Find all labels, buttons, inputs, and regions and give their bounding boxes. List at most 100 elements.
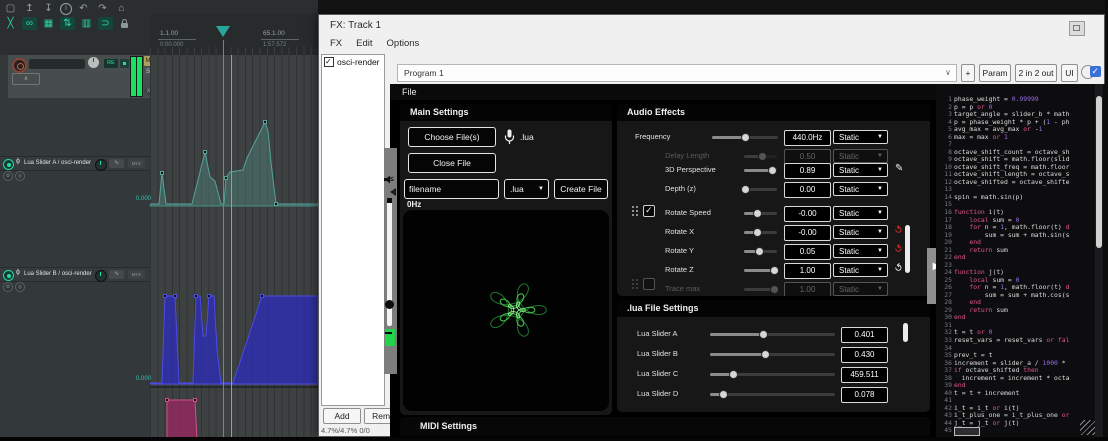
lock-icon[interactable] <box>117 17 132 30</box>
lane-knob[interactable] <box>95 269 107 282</box>
project-settings-icon[interactable]: i <box>60 3 72 15</box>
lua-slider[interactable] <box>710 330 835 339</box>
menu-file[interactable]: File <box>402 87 417 97</box>
param-button[interactable]: Param <box>979 64 1011 82</box>
power-icon[interactable]: ϕ <box>16 158 20 165</box>
lua-slider[interactable] <box>710 350 835 359</box>
lane-record-icon[interactable] <box>3 159 14 170</box>
slider-thumb[interactable] <box>718 390 728 399</box>
envelope-lane-header[interactable]: ϕ Lua Slider B / osci-render ∿ MIX <box>0 267 150 282</box>
slider-thumb[interactable] <box>761 350 770 359</box>
envelope-lane-a[interactable] <box>150 120 318 207</box>
code-line[interactable]: 43 i_t_plus_one = i_t_plus_one or <box>936 412 1069 420</box>
extension-dropdown[interactable]: .lua ▼ <box>504 179 549 199</box>
slider-thumb[interactable] <box>740 185 750 194</box>
record-mode-badge[interactable]: RE <box>104 59 118 68</box>
effect-mode-dropdown[interactable]: Static ▼ <box>833 130 888 144</box>
effect-value[interactable]: 0.89 <box>784 163 831 179</box>
fx-chain-item[interactable]: osci-render <box>322 55 384 69</box>
track-fader[interactable] <box>29 59 85 69</box>
power-icon[interactable]: ϕ <box>16 269 20 276</box>
code-line[interactable]: 40 t = t + increment <box>936 389 1069 398</box>
gear-icon[interactable]: ⚙ <box>3 282 13 292</box>
effect-mode-dropdown[interactable]: Static ▼ <box>833 149 888 163</box>
choose-files-button[interactable]: Choose File(s) <box>408 127 496 147</box>
slider-thumb[interactable] <box>758 152 768 161</box>
code-line[interactable]: 26 for n = 1, math.floor(t) d <box>936 284 1069 292</box>
spin-red-icon[interactable]: ↺ <box>892 223 906 238</box>
code-line[interactable]: 39 end <box>936 381 1069 390</box>
code-line[interactable]: 5 avg_max = avg_max or -1 <box>936 125 1069 134</box>
envelope-lane-c[interactable] <box>166 399 198 437</box>
lua-slider-value[interactable]: 0.430 <box>841 347 888 363</box>
envelope-point[interactable] <box>163 294 167 298</box>
code-line[interactable]: 7 <box>936 141 1069 149</box>
effect-slider[interactable] <box>744 266 779 275</box>
lua-settings-scrollbar[interactable] <box>903 323 908 342</box>
effect-slider[interactable] <box>744 247 777 256</box>
effect-value[interactable]: -0.00 <box>784 225 831 241</box>
code-line[interactable]: 12 octave_shifted = octave_shifte <box>936 178 1069 187</box>
code-line[interactable]: 17 local sum = 0 <box>936 216 1069 225</box>
code-line[interactable]: 6 max = max or 1 <box>936 133 1069 142</box>
code-line[interactable]: 42 i_t = i_t or i(t) <box>936 404 1069 413</box>
editor-scrollbar[interactable] <box>1095 84 1103 437</box>
add-preset-button[interactable]: + <box>961 64 975 82</box>
envelope-point[interactable] <box>203 150 207 154</box>
effect-slider[interactable] <box>744 209 777 218</box>
effect-mode-dropdown[interactable]: Static ▼ <box>833 182 888 196</box>
mixer-icon[interactable]: ⌂ <box>118 3 125 14</box>
effect-slider[interactable] <box>744 228 777 237</box>
record-arm-button[interactable] <box>12 58 27 73</box>
code-line[interactable]: 27 sum = sum + math.cos(s <box>936 291 1069 300</box>
code-line[interactable]: 14 spin = math.sin(p) <box>936 193 1069 202</box>
code-line[interactable]: 19 sum = sum + math.sin(s <box>936 231 1069 240</box>
create-file-button[interactable]: Create File <box>554 179 608 199</box>
effect-slider[interactable] <box>744 285 779 294</box>
envelope-canvas[interactable] <box>150 55 318 437</box>
close-button[interactable]: x <box>144 87 153 96</box>
envelope-point[interactable] <box>260 294 264 298</box>
effect-value[interactable]: 0.00 <box>784 182 831 198</box>
lane-mix-button[interactable]: MIX <box>128 159 145 168</box>
effect-mode-dropdown[interactable]: Static ▼ <box>833 163 888 177</box>
effect-mode-dropdown[interactable]: Static ▼ <box>833 263 888 277</box>
automation-tag[interactable]: ∧ <box>12 73 40 85</box>
add-fx-button[interactable]: Add <box>323 408 361 424</box>
effect-group-checkbox[interactable] <box>643 205 655 217</box>
envelope-point[interactable] <box>160 171 164 175</box>
envelope-lane-b[interactable] <box>150 295 318 385</box>
envelope-icon[interactable]: ⇅ <box>60 17 75 30</box>
effect-mode-dropdown[interactable]: Static ▼ <box>833 244 888 258</box>
drag-handle-icon[interactable] <box>631 205 639 216</box>
edit-cursor[interactable] <box>223 40 224 437</box>
envelope-point[interactable] <box>194 294 198 298</box>
effect-slider[interactable] <box>740 185 777 194</box>
slider-thumb[interactable] <box>728 370 738 379</box>
effect-value[interactable]: 1.00 <box>784 263 831 279</box>
slider-thumb[interactable] <box>769 285 779 294</box>
volume-thumb[interactable] <box>385 300 394 309</box>
code-line[interactable]: 22 end <box>936 253 1069 262</box>
code-line[interactable]: 45 <box>936 427 1069 435</box>
preset-dropdown[interactable]: Program 1 ∨ <box>397 64 957 82</box>
code-line[interactable]: 25 local sum = 0 <box>936 276 1069 285</box>
code-line[interactable]: 35 prev_t = t <box>936 352 1069 360</box>
effect-mode-dropdown[interactable]: Static ▼ <box>833 282 888 296</box>
fx-enabled-checkbox[interactable] <box>324 57 334 67</box>
menu-options[interactable]: Options <box>386 38 420 49</box>
grid-icon[interactable]: ▥ <box>81 18 92 29</box>
record-monitor-button[interactable] <box>120 59 129 68</box>
envelope-point[interactable] <box>173 294 177 298</box>
track-1-panel[interactable]: RE M S x ∧ <box>8 55 153 98</box>
effect-mode-dropdown[interactable]: Static ▼ <box>833 206 888 220</box>
code-line[interactable]: 21 return sum <box>936 246 1069 255</box>
circle-icon[interactable]: ◎ <box>15 171 25 181</box>
lua-slider[interactable] <box>710 390 835 399</box>
filename-input[interactable] <box>404 179 499 199</box>
envelope-point[interactable] <box>224 176 228 180</box>
code-line[interactable]: 34 <box>936 344 1069 353</box>
code-line[interactable]: 23 <box>936 261 1069 270</box>
code-line[interactable]: 44 j_t = j_t or j(t) <box>936 419 1069 428</box>
